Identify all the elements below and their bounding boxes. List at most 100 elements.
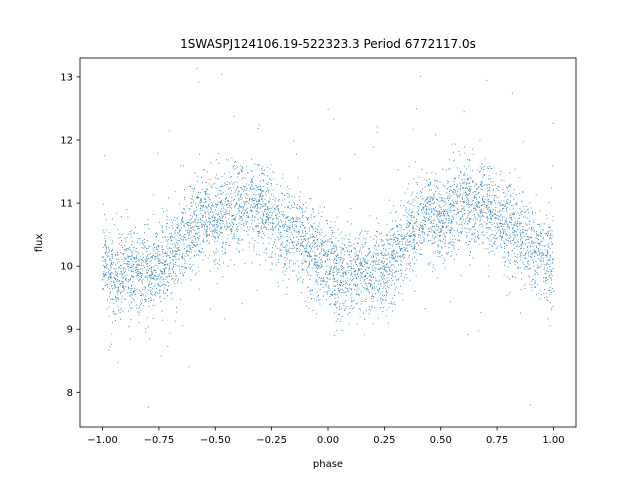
data-point: [503, 240, 505, 242]
data-point: [373, 282, 375, 284]
data-point: [452, 192, 454, 194]
data-point: [125, 268, 127, 270]
data-point: [204, 212, 206, 213]
data-point: [209, 222, 211, 224]
data-point: [250, 170, 252, 172]
data-point: [355, 285, 357, 287]
data-point: [325, 234, 327, 236]
data-point: [211, 209, 213, 210]
data-point: [438, 211, 440, 213]
data-point: [205, 206, 207, 208]
data-point: [215, 203, 217, 205]
data-point: [453, 201, 455, 203]
data-point: [127, 292, 129, 294]
data-point: [459, 188, 461, 190]
data-point: [320, 259, 322, 261]
data-point: [264, 226, 266, 228]
data-point: [339, 291, 341, 292]
data-point: [333, 285, 335, 287]
data-point: [305, 251, 307, 253]
data-point: [225, 193, 227, 195]
data-point: [406, 247, 408, 249]
data-point: [518, 241, 519, 243]
data-point: [435, 251, 437, 253]
data-point: [184, 271, 186, 273]
data-point: [207, 193, 209, 195]
data-point: [369, 286, 371, 287]
data-point: [233, 182, 235, 184]
data-point: [531, 240, 533, 242]
data-point: [457, 212, 459, 213]
data-point: [175, 263, 177, 265]
data-point: [117, 275, 119, 277]
data-point: [536, 245, 538, 247]
data-point: [387, 266, 389, 268]
data-point: [320, 266, 322, 268]
data-point: [219, 210, 221, 212]
data-point: [108, 271, 110, 273]
data-point: [313, 229, 314, 231]
data-point: [418, 209, 419, 211]
data-point: [399, 255, 401, 257]
data-point: [270, 217, 272, 219]
data-point: [447, 182, 449, 184]
data-point: [356, 293, 358, 294]
data-point: [199, 207, 201, 209]
data-point: [418, 213, 420, 215]
data-point: [257, 186, 259, 188]
data-point: [219, 201, 221, 203]
data-point: [219, 234, 220, 236]
data-point: [310, 244, 312, 246]
data-point: [198, 227, 200, 229]
data-point: [474, 208, 476, 210]
data-point: [540, 252, 542, 253]
data-point: [245, 186, 247, 188]
data-point: [529, 283, 531, 285]
data-point: [439, 235, 441, 237]
data-point: [478, 201, 479, 203]
data-point: [136, 270, 138, 272]
data-point: [377, 255, 379, 257]
data-point: [287, 215, 289, 217]
data-point: [331, 234, 332, 236]
data-point: [482, 199, 484, 201]
data-point: [234, 195, 236, 197]
data-point: [307, 286, 309, 288]
data-point: [133, 300, 135, 302]
data-point: [322, 277, 324, 279]
data-point: [507, 266, 509, 268]
data-point: [428, 240, 430, 242]
data-point: [222, 210, 224, 212]
data-point: [180, 165, 182, 167]
data-point: [279, 255, 281, 257]
data-point: [349, 283, 351, 285]
data-point: [511, 212, 513, 214]
data-point: [178, 203, 180, 205]
data-point: [477, 236, 478, 238]
data-point: [369, 274, 371, 276]
data-point: [310, 225, 312, 227]
data-point: [412, 241, 414, 243]
data-point: [537, 242, 539, 244]
data-point: [181, 218, 183, 220]
data-point: [416, 183, 418, 185]
data-point: [544, 255, 546, 257]
data-point: [120, 272, 122, 274]
data-point: [322, 261, 324, 263]
data-point: [139, 279, 140, 281]
data-point: [312, 250, 314, 252]
data-point: [159, 263, 160, 265]
data-point: [421, 168, 423, 170]
data-point: [394, 266, 396, 268]
data-point: [181, 212, 183, 214]
data-point: [552, 268, 554, 269]
data-point: [301, 280, 303, 282]
data-point: [255, 198, 257, 200]
data-point: [209, 217, 210, 219]
data-point: [193, 188, 195, 190]
data-point: [512, 275, 514, 277]
data-point: [436, 277, 438, 279]
data-point: [438, 239, 440, 241]
data-point: [335, 304, 337, 306]
data-point: [117, 286, 119, 288]
